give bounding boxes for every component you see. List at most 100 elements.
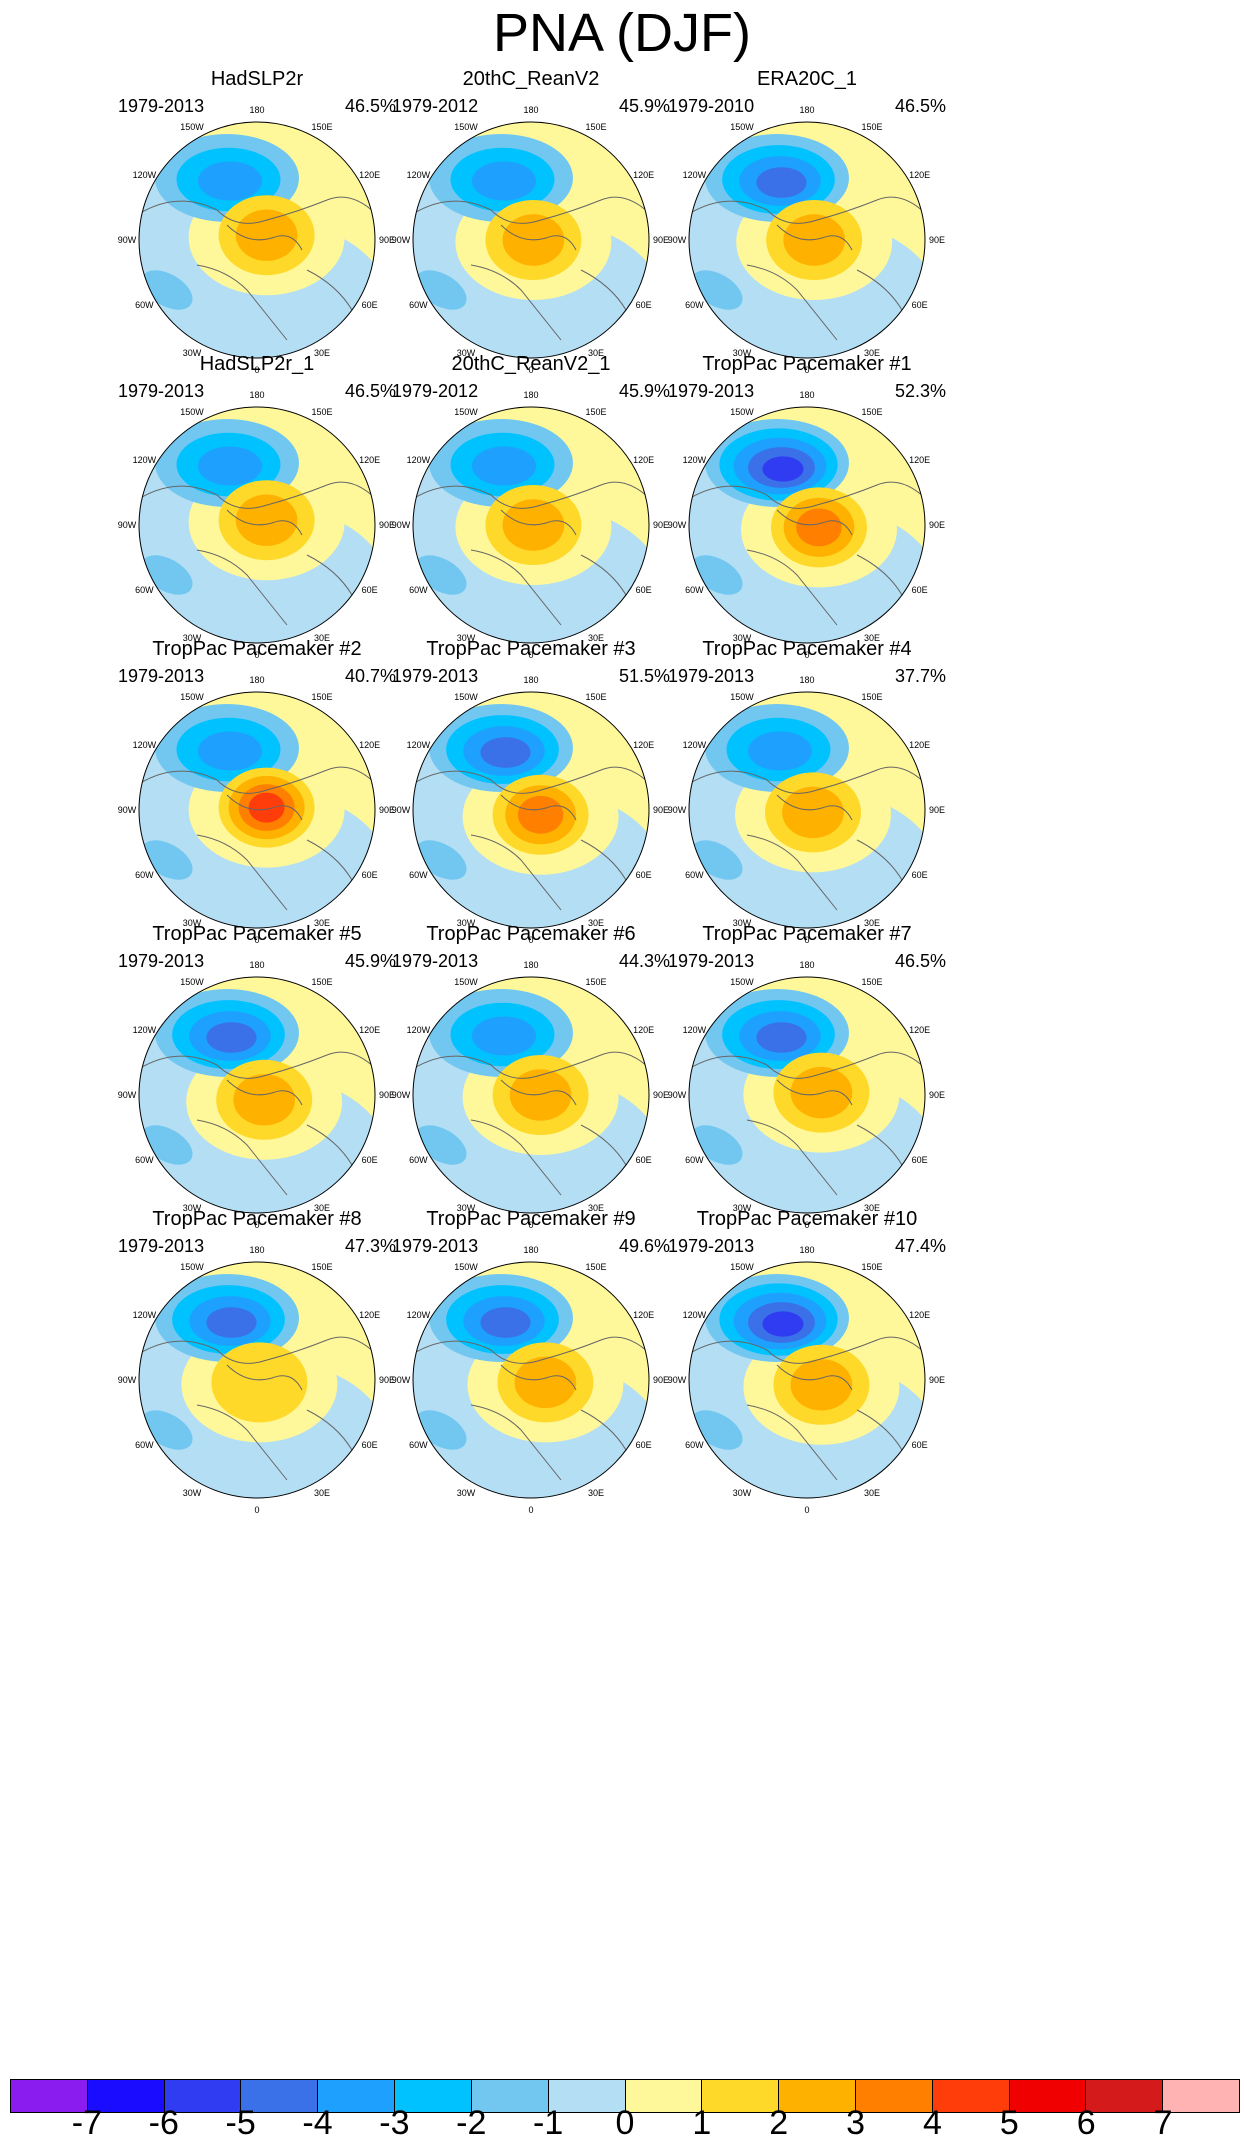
longitude-label: 90E <box>928 1375 945 1385</box>
longitude-label: 60W <box>135 300 154 310</box>
panel-period: 1979-2012 <box>392 381 479 401</box>
coastline <box>196 834 288 911</box>
coastline <box>689 766 925 794</box>
coastline <box>500 1079 577 1106</box>
longitude-label: 90W <box>667 805 687 815</box>
colorbar-tick-label: -7 <box>71 2104 102 2142</box>
panel-title: ERA20C_1 <box>756 68 858 90</box>
longitude-label: 150W <box>730 1262 754 1273</box>
coastline <box>776 794 853 821</box>
longitude-label: 150E <box>585 977 607 988</box>
longitude-label: 150E <box>861 122 883 133</box>
longitude-label: 150W <box>454 692 478 703</box>
longitude-label: 30E <box>587 347 604 358</box>
longitude-label: 60W <box>135 1440 154 1450</box>
low-pressure-contour <box>748 731 812 771</box>
longitude-label: 30E <box>863 632 880 643</box>
longitude-label: 30W <box>732 917 752 928</box>
longitude-label: 30E <box>313 1487 330 1498</box>
map-panel: TropPac Pacemaker #9 1979-2013 49.6% 180 150… <box>344 1208 718 1572</box>
coastline <box>500 224 577 251</box>
longitude-label: 180 <box>249 1245 265 1255</box>
panel-period: 1979-2013 <box>668 1236 755 1256</box>
longitude-label: 60W <box>409 585 428 595</box>
longitude-label: 120W <box>406 455 431 465</box>
longitude-label: 180 <box>799 105 815 115</box>
low-pressure-contour <box>756 1022 807 1053</box>
coastline <box>776 1079 853 1106</box>
colorbar-box <box>11 2080 88 2112</box>
coastline <box>139 1336 375 1364</box>
longitude-label: 90E <box>928 235 945 245</box>
panel-period: 1979-2013 <box>118 951 205 971</box>
map-panel: ERA20C_1 1979-2010 46.5% 180 150E 120E 90E 60E 3… <box>620 68 994 432</box>
map-panel: 20thC_ReanV2 1979-2012 45.9% 180 150E 120E 90E… <box>344 68 718 432</box>
longitude-label: 0 <box>254 1220 260 1230</box>
polar-map <box>412 976 650 1214</box>
high-pressure-contour <box>248 792 285 823</box>
high-pressure-contour <box>211 1342 308 1423</box>
longitude-label: 180 <box>799 1245 815 1255</box>
longitude-label: 120E <box>633 1310 655 1320</box>
panel-title: 20thC_ReanV2_1 <box>451 353 611 375</box>
high-pressure-contour <box>790 1066 853 1119</box>
high-pressure-contour <box>235 494 298 546</box>
longitude-label: 90W <box>117 1375 137 1385</box>
map-panel: TropPac Pacemaker #10 1979-2013 47.4% 180 15… <box>620 1208 994 1572</box>
panel-variance-percent: 52.3% <box>894 381 946 401</box>
longitude-label: 150W <box>454 407 478 418</box>
colorbar-box <box>1086 2080 1164 2112</box>
longitude-label: 0 <box>528 1220 534 1230</box>
longitude-label: 150W <box>180 977 204 988</box>
longitude-label: 30E <box>313 917 330 928</box>
longitude-label: 90W <box>667 1090 687 1100</box>
longitude-label: 30E <box>587 1487 604 1498</box>
longitude-label: 60W <box>685 870 704 880</box>
panel-variance-percent: 45.9% <box>344 951 396 971</box>
colorbar-box <box>395 2080 472 2112</box>
map-boundary <box>138 1261 376 1499</box>
panel-variance-percent: 44.3% <box>618 951 670 971</box>
panel-period: 1979-2013 <box>668 666 755 686</box>
longitude-label: 90E <box>378 235 395 245</box>
longitude-label: 60W <box>685 300 704 310</box>
longitude-label: 30W <box>456 917 476 928</box>
longitude-label: 90W <box>667 235 687 245</box>
colorbar-tick-label: 4 <box>923 2104 942 2142</box>
panel-period: 1979-2013 <box>118 96 205 116</box>
low-pressure-contour <box>198 161 262 201</box>
longitude-label: 90E <box>378 1375 395 1385</box>
longitude-label: 60W <box>135 1155 154 1165</box>
longitude-label: 120E <box>359 740 381 750</box>
colorbar-tick-label: 7 <box>1153 2104 1173 2142</box>
coastline <box>689 481 925 509</box>
colorbar-box <box>87 2080 165 2112</box>
longitude-label: 90E <box>652 1375 669 1385</box>
low-pressure-contour <box>472 161 536 201</box>
coastline <box>413 481 649 509</box>
panel-title: TropPac Pacemaker #6 <box>426 923 636 945</box>
coastline <box>470 834 562 911</box>
longitude-label: 90E <box>378 520 395 530</box>
polar-map <box>138 691 376 929</box>
panel-title: TropPac Pacemaker #4 <box>702 638 912 660</box>
map-boundary <box>412 121 650 359</box>
coastline <box>139 196 375 224</box>
longitude-label: 150E <box>311 1262 333 1273</box>
longitude-label: 180 <box>249 390 265 400</box>
colorbar-box <box>779 2080 856 2112</box>
polar-map <box>138 1261 376 1499</box>
longitude-label: 180 <box>799 675 815 685</box>
polar-map <box>688 691 926 929</box>
longitude-label: 30W <box>732 1487 752 1498</box>
coastline <box>776 509 853 536</box>
longitude-label: 30E <box>863 347 880 358</box>
polar-map <box>412 691 650 929</box>
longitude-label: 0 <box>804 1220 810 1230</box>
polar-map <box>138 121 376 359</box>
map-panel: 20thC_ReanV2_1 1979-2012 45.9% 180 150E 120E 9… <box>344 353 718 717</box>
longitude-label: 120W <box>132 1310 157 1320</box>
panel-period: 1979-2013 <box>392 951 479 971</box>
coastline <box>500 1364 577 1391</box>
coastline <box>500 794 577 821</box>
